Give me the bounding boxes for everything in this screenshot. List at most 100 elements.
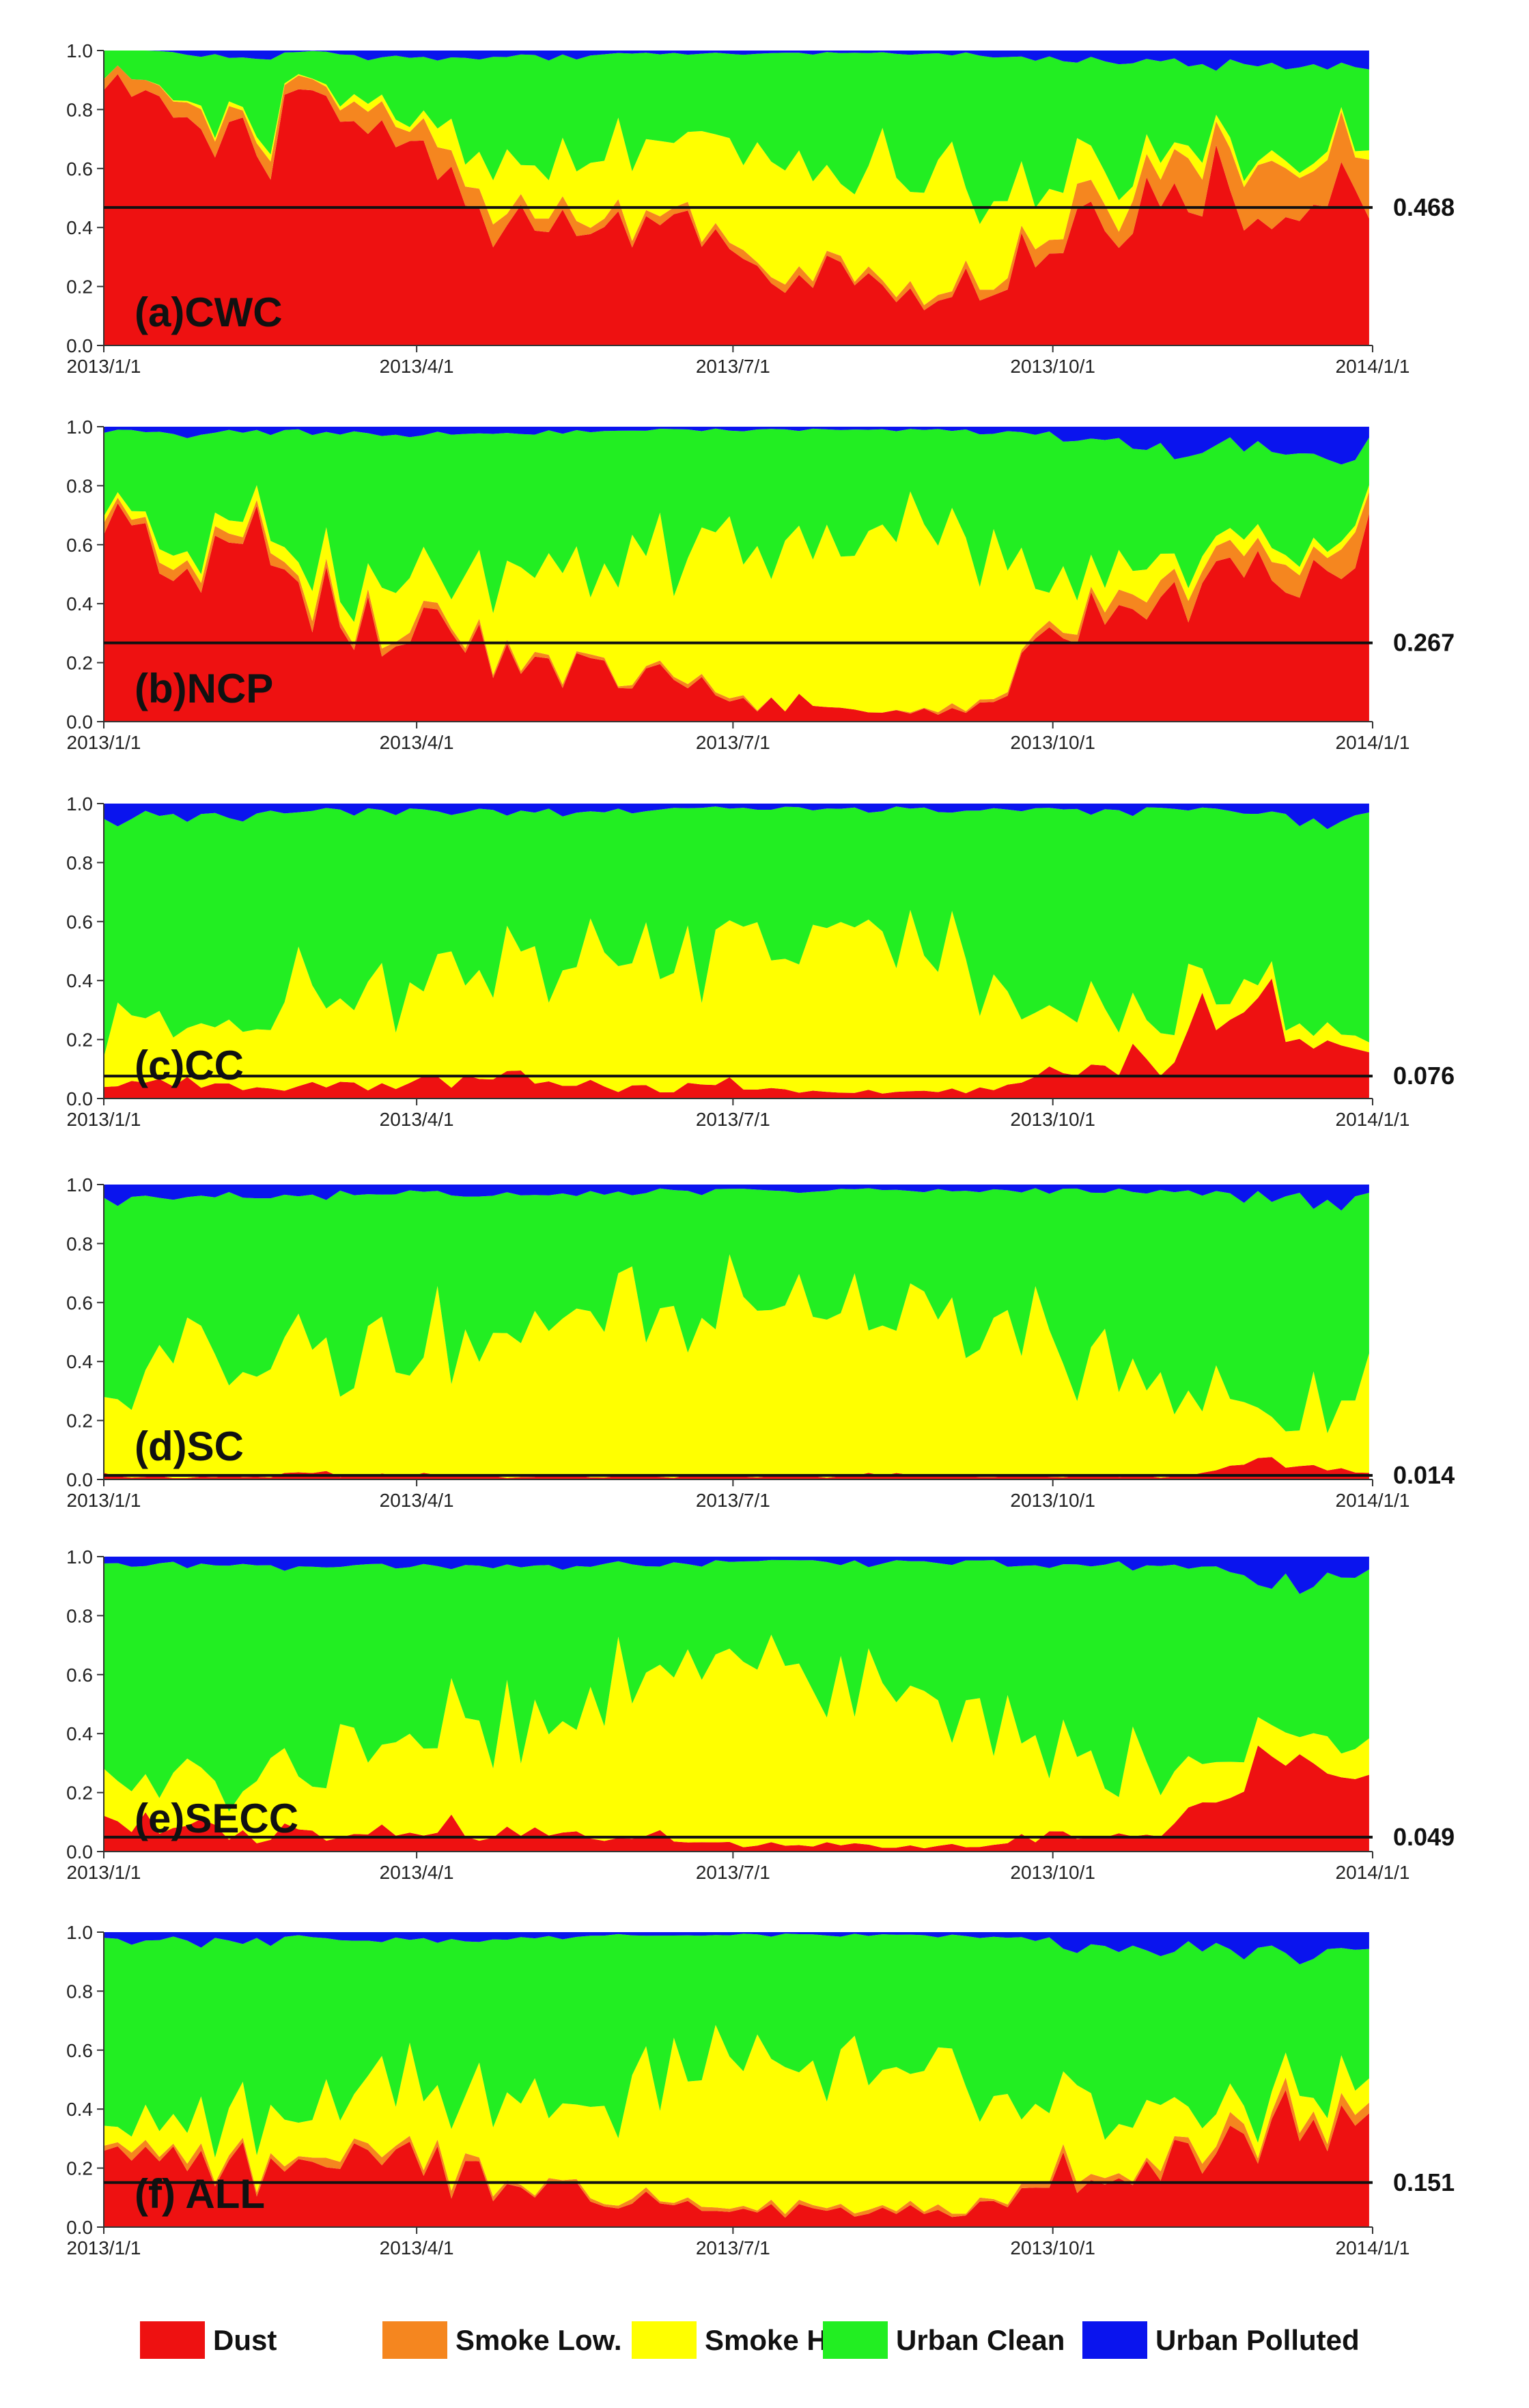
y-tick-label: 1.0	[66, 793, 93, 815]
series-area-dust	[104, 1745, 1369, 1852]
y-tick-label: 0.6	[66, 535, 93, 556]
mean-dust-label: 0.014	[1393, 1461, 1455, 1489]
y-tick-label: 0.2	[66, 1411, 93, 1432]
y-tick-label: 0.0	[66, 1088, 93, 1109]
series-area-smoke-high	[104, 2024, 1369, 2214]
legend-label-urban-clean: Urban Clean	[896, 2324, 1065, 2356]
y-tick-label: 0.4	[66, 970, 93, 991]
x-tick-label: 2013/4/1	[380, 2237, 454, 2258]
x-tick-label: 2013/1/1	[67, 732, 141, 753]
panel-a-cwc: 0.0 0.2 0.4 0.6 0.8 1.0 2013/1/1 2013/4/1 2013/7…	[66, 40, 1455, 377]
y-tick-label: 0.8	[66, 1233, 93, 1254]
series-area-smoke-low	[104, 492, 1369, 715]
series-area-urban-polluted	[104, 1557, 1369, 1594]
y-tick-label: 0.0	[66, 1841, 93, 1862]
x-tick-label: 2014/1/1	[1336, 356, 1410, 377]
x-tick-label: 2013/10/1	[1010, 2237, 1095, 2258]
y-tick-label: 0.0	[66, 711, 93, 733]
x-tick-label: 2013/4/1	[380, 1862, 454, 1883]
series-area-urban-polluted	[104, 51, 1369, 71]
y-tick-label: 0.6	[66, 158, 93, 180]
y-tick-label: 1.0	[66, 416, 93, 438]
series-area-smoke-high	[104, 909, 1369, 1094]
mean-dust-label: 0.076	[1393, 1062, 1455, 1090]
x-tick-label: 2013/4/1	[380, 1109, 454, 1130]
series-area-urban-clean	[104, 1188, 1369, 1434]
mean-dust-label: 0.468	[1393, 193, 1455, 221]
series-area-urban-polluted	[104, 427, 1369, 465]
series-area-smoke-high	[104, 1634, 1369, 1849]
x-tick-label: 2013/10/1	[1010, 1862, 1095, 1883]
y-tick-label: 0.2	[66, 277, 93, 298]
x-tick-label: 2013/1/1	[67, 1490, 141, 1511]
legend-swatch-smoke-low	[382, 2321, 447, 2359]
x-tick-label: 2014/1/1	[1336, 2237, 1410, 2258]
panel-label: (a)CWC	[135, 289, 283, 335]
legend-label-urban-polluted: Urban Polluted	[1155, 2324, 1360, 2356]
y-tick-label: 0.8	[66, 1981, 93, 2002]
x-tick-label: 2013/7/1	[696, 356, 770, 377]
series-area-urban-polluted	[104, 1185, 1369, 1211]
series-area-dust	[104, 74, 1369, 345]
legend-label-smoke-low: Smoke Low.	[455, 2324, 622, 2356]
series-area-urban-clean	[104, 428, 1369, 623]
y-tick-label: 1.0	[66, 1922, 93, 1943]
x-tick-label: 2013/7/1	[696, 1109, 770, 1130]
x-tick-label: 2013/10/1	[1010, 1490, 1095, 1511]
y-tick-label: 0.6	[66, 911, 93, 933]
y-tick-label: 0.4	[66, 2099, 93, 2120]
x-tick-label: 2013/4/1	[380, 1490, 454, 1511]
panel-label: (f) ALL	[135, 2171, 265, 2217]
series-area-smoke-high	[104, 65, 1369, 305]
x-tick-label: 2013/7/1	[696, 732, 770, 753]
y-tick-label: 0.2	[66, 1030, 93, 1051]
panel-f-all: 0.0 0.2 0.4 0.6 0.8 1.0 2013/1/1 2013/4/1 2013/7…	[66, 1922, 1455, 2258]
x-tick-label: 2013/10/1	[1010, 1109, 1095, 1130]
y-tick-label: 0.2	[66, 653, 93, 674]
y-tick-label: 1.0	[66, 1546, 93, 1568]
y-tick-label: 1.0	[66, 1174, 93, 1195]
x-tick-label: 2013/7/1	[696, 1490, 770, 1511]
y-tick-label: 0.6	[66, 2040, 93, 2061]
series-area-urban-clean	[104, 1559, 1369, 1812]
legend-swatch-urban-polluted	[1082, 2321, 1147, 2359]
x-tick-label: 2014/1/1	[1336, 732, 1410, 753]
panel-label: (c)CC	[135, 1043, 244, 1088]
series-area-urban-clean	[104, 806, 1369, 1058]
panel-e-secc: 0.0 0.2 0.4 0.6 0.8 1.0 2013/1/1 2013/4/1 2013/7…	[66, 1546, 1455, 1883]
legend: Dust Smoke Low. Smoke High. Urban Clean Urba…	[140, 2321, 1360, 2359]
y-tick-label: 0.0	[66, 1469, 93, 1490]
y-tick-label: 0.4	[66, 1351, 93, 1372]
x-tick-label: 2013/4/1	[380, 356, 454, 377]
y-tick-label: 0.0	[66, 335, 93, 356]
x-tick-label: 2013/10/1	[1010, 732, 1095, 753]
series-area-dust	[104, 2090, 1369, 2227]
series-area-dust	[104, 503, 1369, 722]
series-area-urban-clean	[104, 1934, 1369, 2158]
mean-dust-label: 0.267	[1393, 629, 1455, 657]
x-tick-label: 2013/10/1	[1010, 356, 1095, 377]
y-tick-label: 0.8	[66, 1605, 93, 1626]
legend-label-dust: Dust	[213, 2324, 277, 2356]
y-tick-label: 0.4	[66, 217, 93, 238]
series-area-dust	[104, 1457, 1369, 1479]
x-tick-label: 2013/4/1	[380, 732, 454, 753]
x-tick-label: 2013/1/1	[67, 2237, 141, 2258]
panel-c-cc: 0.0 0.2 0.4 0.6 0.8 1.0 2013/1/1 2013/4/1 2013/7…	[66, 793, 1455, 1130]
mean-dust-label: 0.049	[1393, 1823, 1455, 1851]
x-tick-label: 2013/7/1	[696, 1862, 770, 1883]
series-area-urban-polluted	[104, 1932, 1369, 1965]
legend-swatch-dust	[140, 2321, 205, 2359]
y-tick-label: 0.4	[66, 593, 93, 614]
y-tick-label: 0.6	[66, 1665, 93, 1686]
y-tick-label: 0.2	[66, 2158, 93, 2179]
series-area-dust	[104, 978, 1369, 1099]
y-tick-label: 0.8	[66, 99, 93, 120]
x-tick-label: 2013/1/1	[67, 356, 141, 377]
x-tick-label: 2014/1/1	[1336, 1490, 1410, 1511]
series-area-smoke-low	[104, 65, 1369, 311]
x-tick-label: 2014/1/1	[1336, 1862, 1410, 1883]
series-area-urban-clean	[104, 51, 1369, 225]
mean-dust-label: 0.151	[1393, 2168, 1455, 2196]
legend-swatch-urban-clean	[823, 2321, 888, 2359]
